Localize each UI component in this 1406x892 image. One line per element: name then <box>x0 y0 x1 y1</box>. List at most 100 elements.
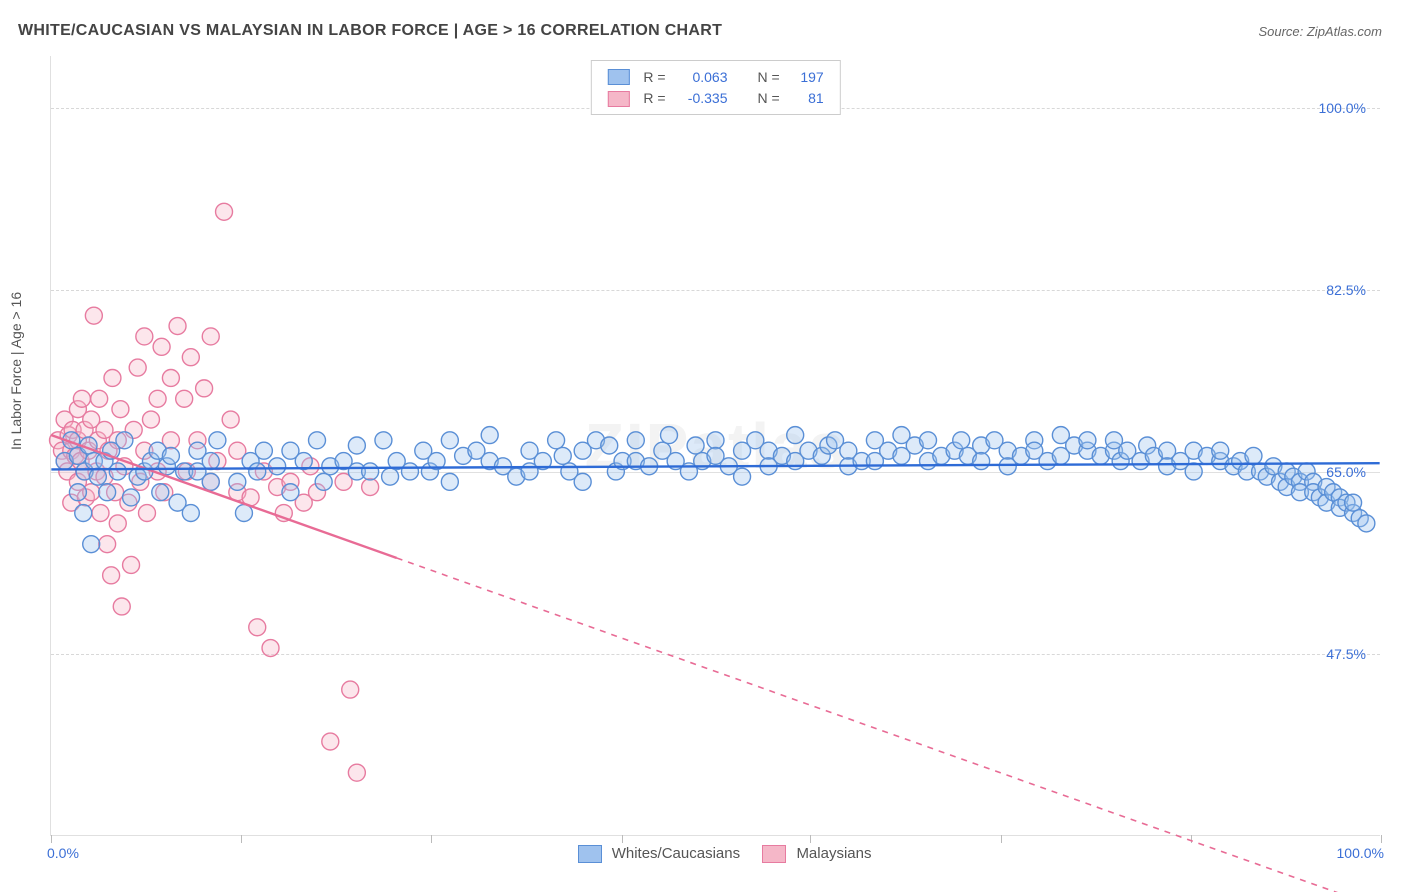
data-point <box>627 432 644 449</box>
data-point <box>249 619 266 636</box>
data-point <box>109 515 126 532</box>
n-label: N = <box>754 88 784 107</box>
data-point <box>83 536 100 553</box>
data-point <box>601 437 618 454</box>
data-point <box>169 318 186 335</box>
data-point <box>787 427 804 444</box>
data-point <box>322 733 339 750</box>
data-point <box>209 432 226 449</box>
data-point <box>196 380 213 397</box>
data-point <box>136 328 153 345</box>
x-tick <box>810 835 811 843</box>
x-tick <box>1381 835 1382 843</box>
data-point <box>153 338 170 355</box>
data-point <box>402 463 419 480</box>
data-point <box>202 473 219 490</box>
legend-row-blue: R = 0.063 N = 197 <box>603 67 827 86</box>
data-point <box>362 479 379 496</box>
x-tick <box>51 835 52 843</box>
x-tick <box>431 835 432 843</box>
data-point <box>99 536 116 553</box>
data-point <box>116 432 133 449</box>
data-point <box>734 468 751 485</box>
data-point <box>149 390 166 407</box>
data-point <box>89 468 106 485</box>
legend-series: Whites/Caucasians Malaysians <box>51 845 1380 863</box>
data-point <box>574 473 591 490</box>
data-point <box>1345 494 1362 511</box>
data-point <box>182 505 199 522</box>
data-point <box>73 390 90 407</box>
data-point <box>104 369 121 386</box>
n-value-pink: 81 <box>786 88 828 107</box>
data-point <box>113 598 130 615</box>
data-point <box>707 432 724 449</box>
data-point <box>162 369 179 386</box>
data-point <box>129 359 146 376</box>
data-point <box>382 468 399 485</box>
data-point <box>109 463 126 480</box>
data-point <box>920 432 937 449</box>
source-name: ZipAtlas.com <box>1307 24 1382 39</box>
data-point <box>123 556 140 573</box>
data-point <box>142 411 159 428</box>
data-point <box>1185 463 1202 480</box>
data-point <box>235 505 252 522</box>
scatter-layer <box>51 56 1380 835</box>
legend-swatch-pink <box>762 845 786 863</box>
data-point <box>216 203 233 220</box>
data-point <box>315 473 332 490</box>
r-label: R = <box>639 67 669 86</box>
data-point <box>229 473 246 490</box>
data-point <box>441 473 458 490</box>
data-point <box>1245 447 1262 464</box>
data-point <box>309 432 326 449</box>
data-point <box>92 505 109 522</box>
data-point <box>249 463 266 480</box>
data-point <box>99 484 116 501</box>
data-point <box>202 328 219 345</box>
trend-line-extrapolated <box>397 558 1380 892</box>
data-point <box>953 432 970 449</box>
source-prefix: Source: <box>1258 24 1306 39</box>
data-point <box>687 437 704 454</box>
n-label: N = <box>754 67 784 86</box>
data-point <box>362 463 379 480</box>
data-point <box>548 432 565 449</box>
data-point <box>139 505 156 522</box>
data-point <box>123 489 140 506</box>
x-tick <box>1191 835 1192 843</box>
data-point <box>91 390 108 407</box>
r-value-blue: 0.063 <box>672 67 732 86</box>
data-point <box>554 447 571 464</box>
legend-swatch-blue <box>607 69 629 85</box>
data-point <box>661 427 678 444</box>
data-point <box>348 764 365 781</box>
data-point <box>375 432 392 449</box>
data-point <box>182 349 199 366</box>
y-axis-label: In Labor Force | Age > 16 <box>8 292 24 450</box>
data-point <box>973 453 990 470</box>
x-tick <box>241 835 242 843</box>
r-value-pink: -0.335 <box>672 88 732 107</box>
data-point <box>269 458 286 475</box>
legend-row-pink: R = -0.335 N = 81 <box>603 88 827 107</box>
data-point <box>85 307 102 324</box>
data-point <box>1079 432 1096 449</box>
x-tick <box>1001 835 1002 843</box>
data-point <box>202 453 219 470</box>
data-point <box>1212 442 1229 459</box>
r-label: R = <box>639 88 669 107</box>
legend-swatch-blue <box>578 845 602 863</box>
legend-stats: R = 0.063 N = 197 R = -0.335 N = 81 <box>590 60 840 115</box>
data-point <box>75 505 92 522</box>
data-point <box>255 442 272 459</box>
data-point <box>348 437 365 454</box>
data-point <box>152 484 169 501</box>
data-point <box>112 401 129 418</box>
data-point <box>222 411 239 428</box>
legend-label-blue: Whites/Caucasians <box>612 845 740 862</box>
source-attribution: Source: ZipAtlas.com <box>1258 24 1382 39</box>
legend-swatch-pink <box>607 91 629 107</box>
x-tick <box>622 835 623 843</box>
